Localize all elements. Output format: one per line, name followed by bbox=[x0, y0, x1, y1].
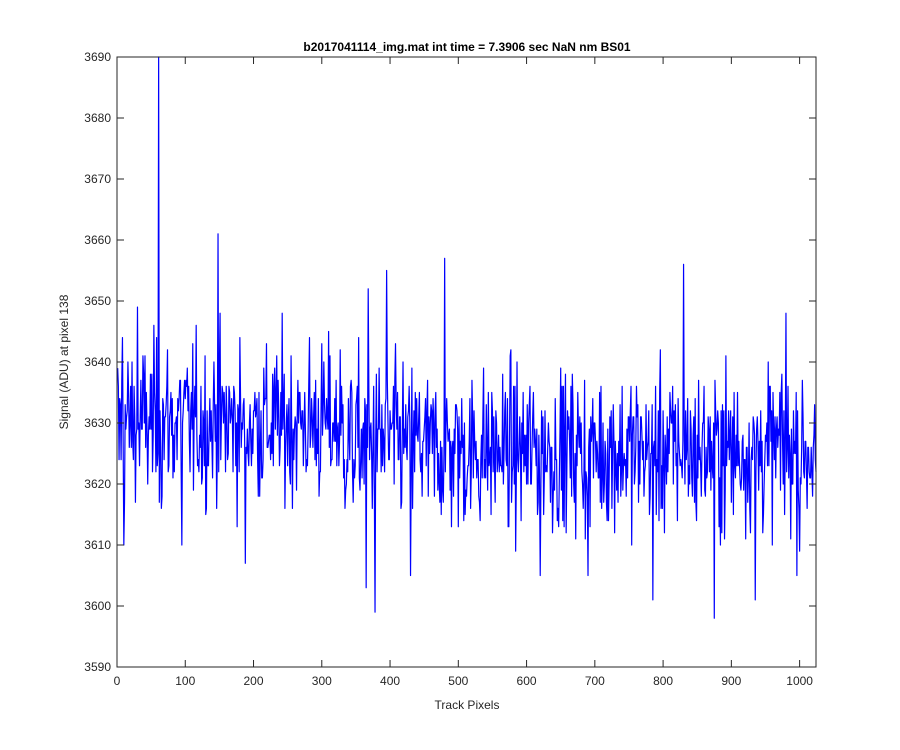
y-tick-label: 3610 bbox=[84, 538, 111, 552]
y-tick-label: 3660 bbox=[84, 233, 111, 247]
y-tick-label: 3680 bbox=[84, 111, 111, 125]
y-tick-label: 3590 bbox=[84, 660, 111, 674]
x-tick-label: 1000 bbox=[786, 674, 813, 688]
y-tick-label: 3600 bbox=[84, 599, 111, 613]
y-tick-label: 3690 bbox=[84, 50, 111, 64]
x-tick-label: 0 bbox=[114, 674, 121, 688]
x-tick-label: 500 bbox=[448, 674, 468, 688]
x-tick-label: 300 bbox=[312, 674, 332, 688]
x-tick-label: 800 bbox=[653, 674, 673, 688]
x-tick-label: 200 bbox=[244, 674, 264, 688]
y-tick-label: 3670 bbox=[84, 172, 111, 186]
y-tick-label: 3640 bbox=[84, 355, 111, 369]
plot-area bbox=[117, 56, 817, 619]
y-tick-label: 3650 bbox=[84, 294, 111, 308]
y-tick-label: 3630 bbox=[84, 416, 111, 430]
x-tick-label: 600 bbox=[517, 674, 537, 688]
signal-series-line bbox=[117, 56, 817, 619]
y-tick-label: 3620 bbox=[84, 477, 111, 491]
y-axis-label: Signal (ADU) at pixel 138 bbox=[57, 294, 71, 429]
x-tick-label: 700 bbox=[585, 674, 605, 688]
x-tick-label: 400 bbox=[380, 674, 400, 688]
chart-title: b2017041114_img.mat int time = 7.3906 se… bbox=[303, 40, 631, 54]
x-axis-label: Track Pixels bbox=[435, 698, 500, 712]
axes: 0 100 200 300 400 500 600 700 800 900 1000 3590 3600… bbox=[84, 50, 817, 688]
x-tick-label: 900 bbox=[721, 674, 741, 688]
x-tick-label: 100 bbox=[175, 674, 195, 688]
